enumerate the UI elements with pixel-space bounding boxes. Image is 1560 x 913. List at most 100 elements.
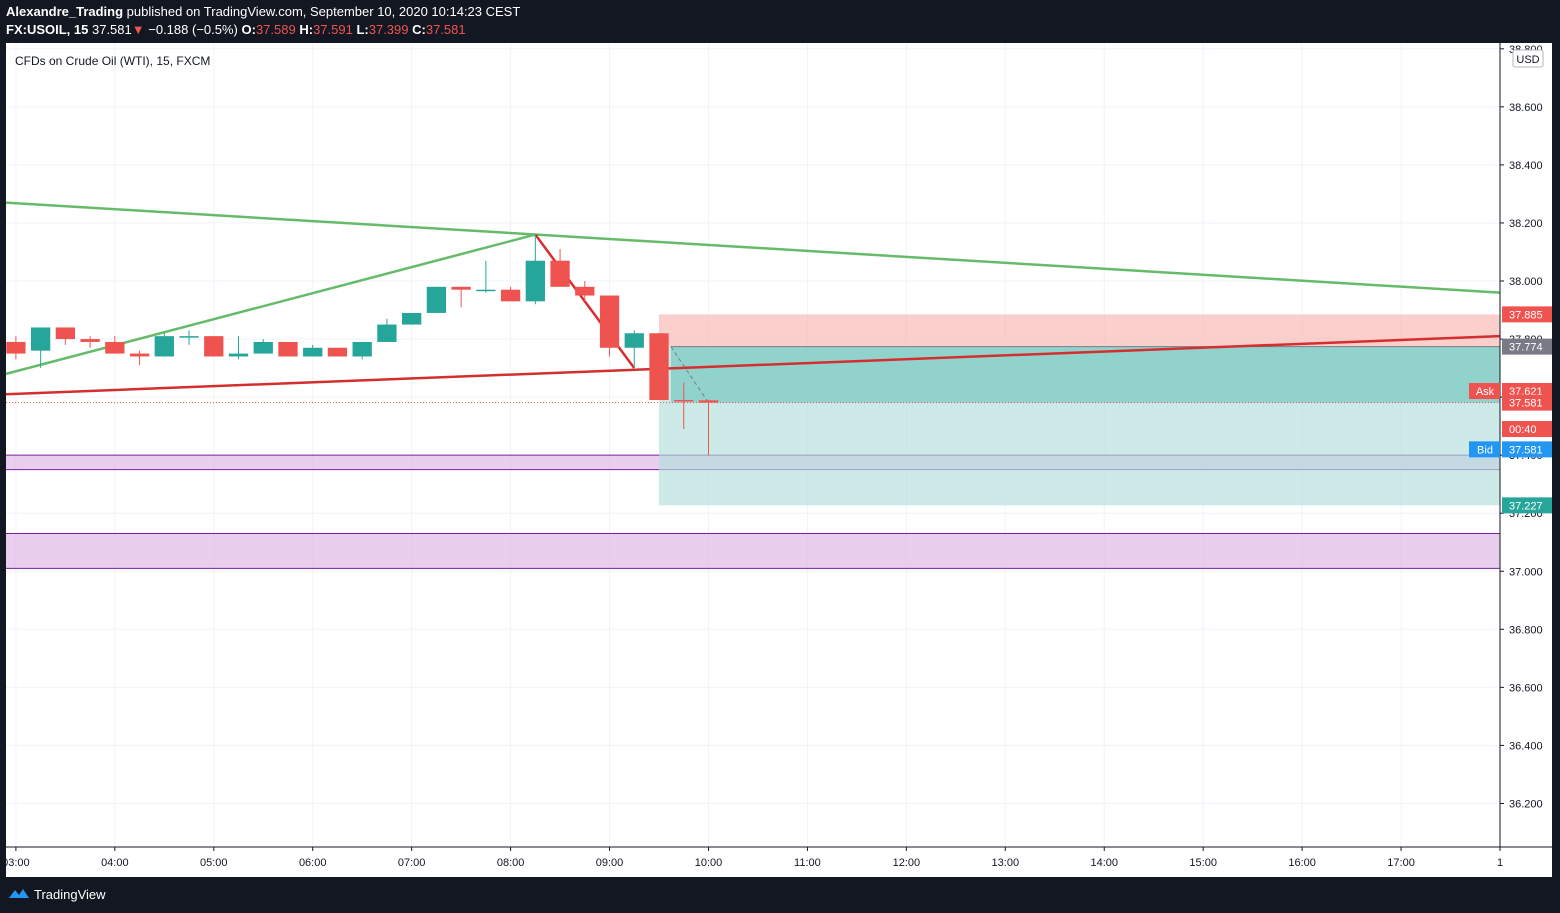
time-tick-label: 06:00 [299,857,327,869]
price-tag-value: 00:40 [1509,424,1537,436]
footer: TradingView [0,877,1560,913]
price-tick-label: 38.600 [1509,102,1543,114]
time-axis-bg [6,847,1552,877]
time-tick-label: 1 [1497,857,1503,869]
price-tick-label: 36.200 [1509,798,1543,810]
time-tick-label: 05:00 [200,857,228,869]
publish-info: Alexandre_Trading published on TradingVi… [6,4,520,19]
price-tick-label: 38.000 [1509,276,1543,288]
candle-body [228,353,249,357]
time-tick-label: 11:00 [794,857,821,869]
candle-body [253,341,273,354]
candle-body [500,289,521,302]
price-chart[interactable]: 38.80038.60038.40038.20038.00037.80037.6… [0,0,1560,877]
time-tick-label: 15:00 [1189,857,1217,869]
candle-body [575,286,595,296]
close-label: C: [412,22,426,37]
candle-body [129,353,150,357]
candle-body [451,286,471,290]
open-label: O: [241,22,256,37]
time-tick-label: 03:00 [2,857,30,869]
candle-body [6,341,26,354]
candle-body [674,400,694,402]
candle-body [204,336,224,357]
trendline [5,201,1501,294]
take-profit-zone [659,346,1500,506]
candle-body [154,336,174,357]
author-name[interactable]: Alexandre_Trading [6,4,124,19]
price-axis[interactable]: 38.80038.60038.40038.20038.00037.80037.6… [1469,43,1552,847]
price-tick-label: 36.400 [1509,740,1543,752]
candle-body [303,347,323,357]
time-tick-label: 16:00 [1288,857,1316,869]
price-tick-label: 38.400 [1509,160,1543,172]
price-tag-side [1469,441,1500,458]
candle-body [105,341,125,354]
candle-body [402,312,422,325]
price-tag [1502,306,1552,323]
price-tick-label: 38.200 [1509,218,1543,230]
time-tick-label: 12:00 [893,857,921,869]
open-value: 37.589 [255,22,296,37]
candlesticks [6,234,719,456]
candle-body [278,341,298,357]
trendline [5,233,536,376]
candle-body [179,336,199,338]
time-axis[interactable]: 03:00 04:00 05:00 06:00 07:00 08:00 09:00 10:00… [2,846,1552,877]
time-tick-label: 04:00 [101,857,129,869]
price-tag [1502,421,1552,438]
candle-body [525,260,545,302]
published-text: published on TradingView.com, September … [126,4,521,19]
candle-body [377,324,397,342]
price-tag [1502,441,1552,458]
price-tag [1502,497,1552,514]
currency-label: USD [1516,54,1539,66]
chart-grid [6,43,1501,847]
tradingview-logo-icon[interactable] [8,886,30,902]
price-tag-value: 37.581 [1509,444,1543,456]
candle-body [30,327,51,351]
price-change: −0.188 (−0.5%) [148,22,238,37]
price-tick-label: 36.600 [1509,682,1543,694]
candle-body [476,289,496,292]
profit-fill [670,346,1500,403]
time-tick-label: 13:00 [992,857,1020,869]
time-tick-label: 09:00 [596,857,624,869]
symbol-name[interactable]: FX:USOIL, 15 [6,22,89,37]
high-label: H: [299,22,314,37]
trendline [5,334,1501,396]
chart-header: Alexandre_Trading published on TradingVi… [0,0,1560,42]
low-value: 37.399 [368,22,409,37]
time-tick-label: 10:00 [695,857,723,869]
chart-title: CFDs on Crude Oil (WTI), 15, FXCM [15,54,210,68]
close-value: 37.581 [425,22,466,37]
candle-body [426,286,447,313]
candle-body [80,339,100,342]
time-tick-label: 14:00 [1090,857,1118,869]
candle-body [698,400,719,403]
candle-body [649,333,669,401]
price-tag-value: 37.774 [1509,342,1543,354]
candle-body [624,333,644,348]
short-position-tool[interactable] [6,314,1500,506]
time-tick-label: 07:00 [398,857,426,869]
candle-body [599,295,620,348]
price-tag [1502,338,1552,355]
time-tick-label: 17:00 [1387,857,1415,869]
position-path [670,346,709,403]
price-tag-value: 37.885 [1509,309,1543,321]
low-label: L: [356,22,369,37]
currency-badge[interactable]: USD [1512,49,1544,68]
candle-body [55,327,76,340]
brand-name[interactable]: TradingView [34,887,106,902]
price-tag-side [1469,383,1500,400]
candle-body [327,347,348,357]
price-tick-label: 36.800 [1509,624,1543,636]
price-tag [1502,394,1552,411]
last-price: 37.581 [91,22,132,37]
symbol-info: FX:USOIL, 15 37.581▼ −0.188 (−0.5%) O:37… [6,22,466,37]
high-value: 37.591 [313,22,353,37]
demand-zone [6,533,1500,569]
price-tag-label: Ask [1476,386,1495,398]
price-tag-value: 37.227 [1509,500,1543,512]
